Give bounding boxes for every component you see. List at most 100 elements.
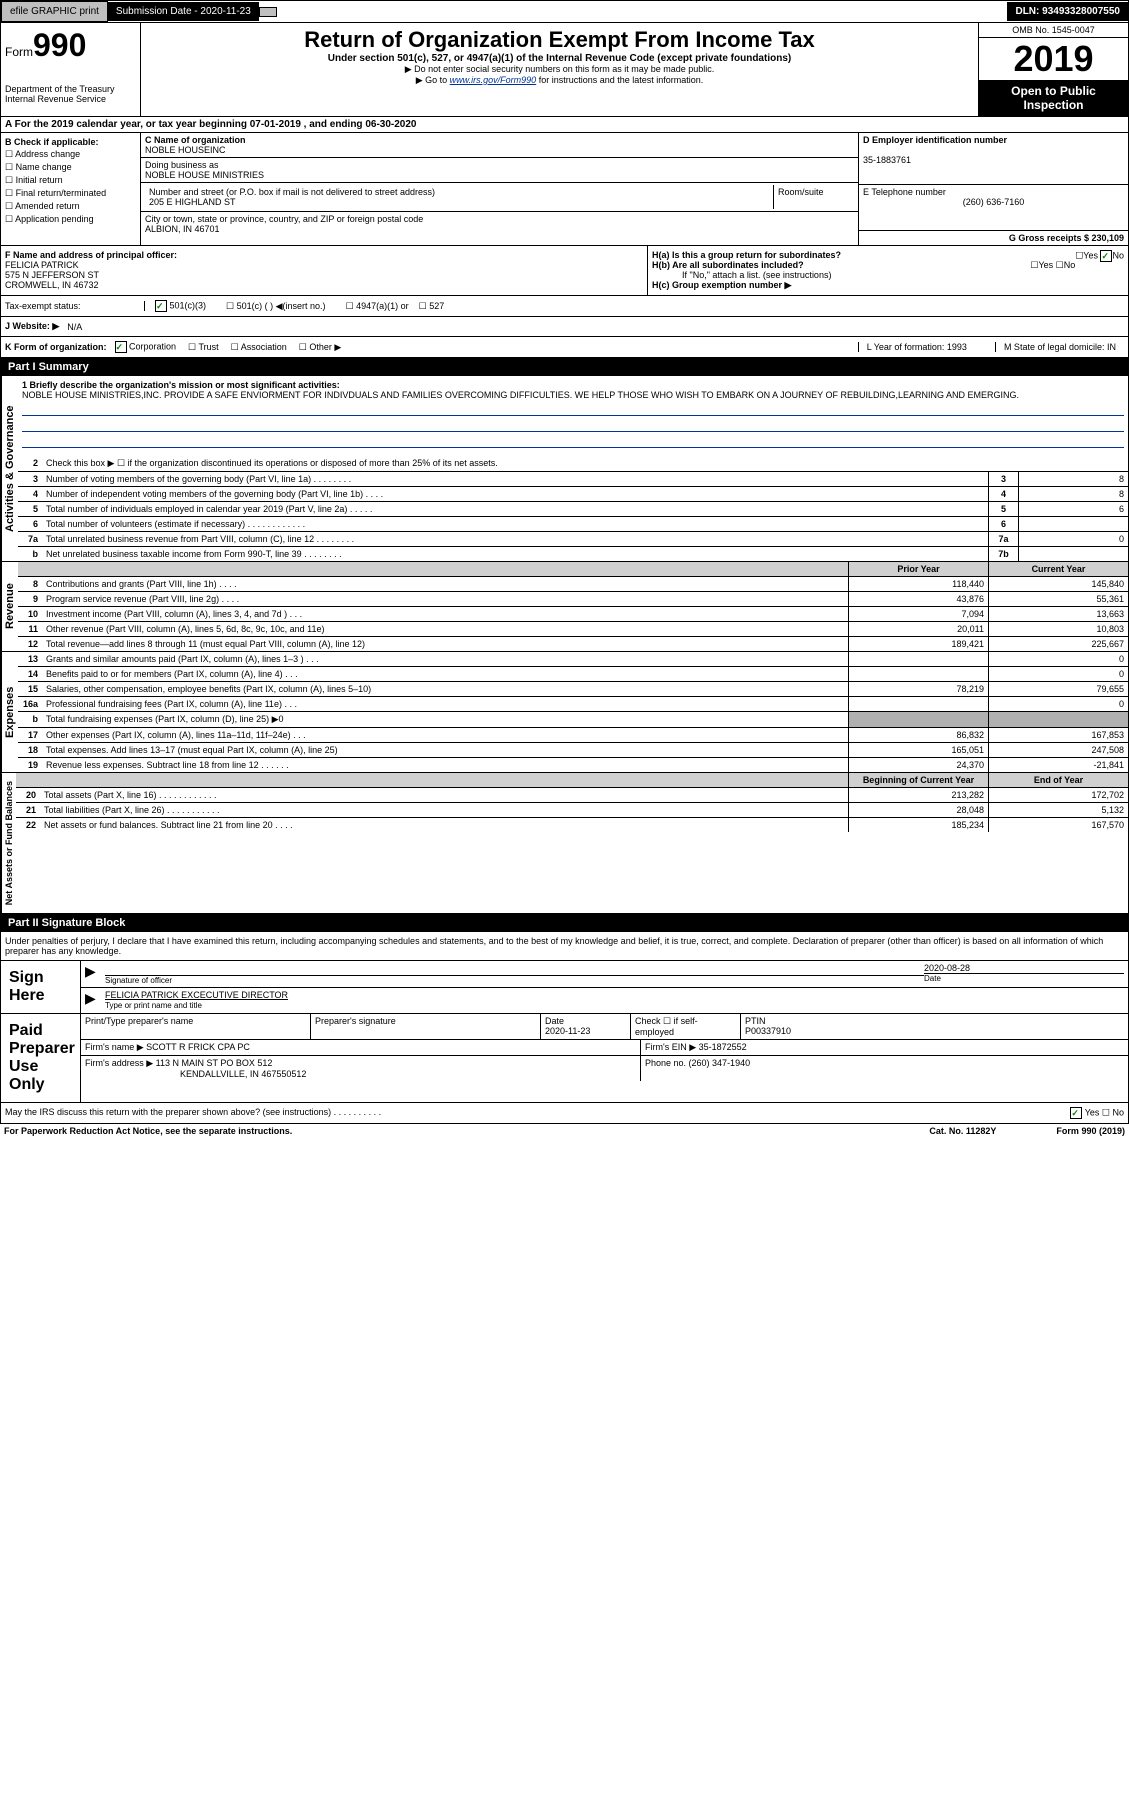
fin-row: 14 Benefits paid to or for members (Part… xyxy=(18,667,1128,682)
officer-addr2: CROMWELL, IN 46732 xyxy=(5,280,99,290)
fin-row: 13 Grants and similar amounts paid (Part… xyxy=(18,652,1128,667)
fin-row: 8 Contributions and grants (Part VIII, l… xyxy=(18,577,1128,592)
current-year-label: Current Year xyxy=(988,562,1128,576)
prep-sig-label: Preparer's signature xyxy=(311,1014,541,1039)
prep-date: 2020-11-23 xyxy=(545,1026,590,1036)
fin-row: 11 Other revenue (Part VIII, column (A),… xyxy=(18,622,1128,637)
firm-addr1: 113 N MAIN ST PO BOX 512 xyxy=(156,1058,273,1068)
fin-row: 17 Other expenses (Part IX, column (A), … xyxy=(18,728,1128,743)
phone-val: (260) 636-7160 xyxy=(863,197,1124,207)
sign-here-label: Sign Here xyxy=(1,961,81,1013)
line2-text: Check this box ▶ ☐ if the organization d… xyxy=(42,456,1128,471)
part1-header: Part I Summary xyxy=(0,358,1129,376)
fin-row: b Total fundraising expenses (Part IX, c… xyxy=(18,712,1128,728)
officer-label: F Name and address of principal officer: xyxy=(5,250,177,260)
fin-row: 15 Salaries, other compensation, employe… xyxy=(18,682,1128,697)
room-label: Room/suite xyxy=(778,187,824,197)
city-val: ALBION, IN 46701 xyxy=(145,224,220,234)
chk-corp[interactable] xyxy=(115,341,127,353)
chk-no[interactable] xyxy=(1100,250,1112,262)
fin-row: 20 Total assets (Part X, line 16) . . . … xyxy=(16,788,1128,803)
ptin-val: P00337910 xyxy=(745,1026,791,1036)
kform-label: K Form of organization: xyxy=(5,342,107,352)
chk-address-change[interactable]: ☐ Address change xyxy=(5,149,136,160)
form-title: Return of Organization Exempt From Incom… xyxy=(145,27,974,53)
phone-label: E Telephone number xyxy=(863,187,946,197)
paperwork-note: For Paperwork Reduction Act Notice, see … xyxy=(4,1126,292,1136)
website-row: J Website: ▶ N/A xyxy=(0,317,1129,337)
briefly-label: 1 Briefly describe the organization's mi… xyxy=(22,380,340,390)
chk-discuss-yes[interactable] xyxy=(1070,1107,1082,1119)
efile-button[interactable]: efile GRAPHIC print xyxy=(1,1,108,22)
chk-501c3[interactable] xyxy=(155,300,167,312)
gov-row: 5Total number of individuals employed in… xyxy=(18,502,1128,517)
prep-name-label: Print/Type preparer's name xyxy=(81,1014,311,1039)
ein-label: D Employer identification number xyxy=(863,135,1007,145)
governance-section: Activities & Governance 1 Briefly descri… xyxy=(0,376,1129,562)
officer-name: FELICIA PATRICK xyxy=(5,260,79,270)
open-public-badge: Open to Public Inspection xyxy=(979,80,1128,116)
fin-row: 18 Total expenses. Add lines 13–17 (must… xyxy=(18,743,1128,758)
street-addr: 205 E HIGHLAND ST xyxy=(149,197,236,207)
fin-row: 22 Net assets or fund balances. Subtract… xyxy=(16,818,1128,832)
discuss-text: May the IRS discuss this return with the… xyxy=(5,1107,381,1119)
form-label: Form xyxy=(5,45,33,59)
officer-print-name: FELICIA PATRICK EXCECUTIVE DIRECTOR xyxy=(105,990,288,1000)
officer-addr1: 575 N JEFFERSON ST xyxy=(5,270,99,280)
chk-final-return[interactable]: ☐ Final return/terminated xyxy=(5,188,136,199)
fin-row: 10 Investment income (Part VIII, column … xyxy=(18,607,1128,622)
vert-revenue: Revenue xyxy=(1,562,18,651)
sub-date-box xyxy=(259,7,277,17)
h-c: H(c) Group exemption number ▶ xyxy=(652,280,1124,291)
dept-label: Department of the Treasury Internal Reve… xyxy=(5,84,136,104)
org-name-label: C Name of organization xyxy=(145,135,246,145)
top-bar: efile GRAPHIC print Submission Date - 20… xyxy=(0,0,1129,23)
dba-label: Doing business as xyxy=(145,160,219,170)
fin-row: 19 Revenue less expenses. Subtract line … xyxy=(18,758,1128,772)
officer-group-row: F Name and address of principal officer:… xyxy=(0,246,1129,296)
part2-header: Part II Signature Block xyxy=(0,914,1129,932)
prior-year-label: Prior Year xyxy=(848,562,988,576)
website-val: N/A xyxy=(59,322,82,332)
form-header: Form990 Department of the Treasury Inter… xyxy=(0,23,1129,117)
discuss-row: May the IRS discuss this return with the… xyxy=(0,1103,1129,1124)
addr-label: Number and street (or P.O. box if mail i… xyxy=(149,187,435,197)
vert-expenses: Expenses xyxy=(1,652,18,772)
vert-governance: Activities & Governance xyxy=(1,376,18,561)
firm-ein: Firm's EIN ▶ 35-1872552 xyxy=(641,1040,1128,1055)
fin-row: 9 Program service revenue (Part VIII, li… xyxy=(18,592,1128,607)
tax-year: 2019 xyxy=(979,38,1128,80)
org-name: NOBLE HOUSEINC xyxy=(145,145,226,155)
tax-status-row: Tax-exempt status: 501(c)(3) ☐ 501(c) ( … xyxy=(0,296,1129,317)
h-b: H(b) Are all subordinates included? ☐Yes… xyxy=(652,260,1124,270)
paid-prep-label: Paid Preparer Use Only xyxy=(1,1014,81,1102)
chk-pending[interactable]: ☐ Application pending xyxy=(5,214,136,225)
end-year-label: End of Year xyxy=(988,773,1128,787)
h-a: H(a) Is this a group return for subordin… xyxy=(652,250,1124,260)
fin-row: 16a Professional fundraising fees (Part … xyxy=(18,697,1128,712)
dba-name: NOBLE HOUSE MINISTRIES xyxy=(145,170,264,180)
firm-name: SCOTT R FRICK CPA PC xyxy=(146,1042,250,1052)
vert-netassets: Net Assets or Fund Balances xyxy=(1,773,16,913)
form-subtitle: Under section 501(c), 527, or 4947(a)(1)… xyxy=(145,53,974,64)
sig-date: 2020-08-28 xyxy=(924,963,970,973)
prep-self-check[interactable]: Check ☐ if self-employed xyxy=(631,1014,741,1039)
tax-status-label: Tax-exempt status: xyxy=(5,301,145,311)
note-1: ▶ Do not enter social security numbers o… xyxy=(145,64,974,75)
begin-year-label: Beginning of Current Year xyxy=(848,773,988,787)
chk-name-change[interactable]: ☐ Name change xyxy=(5,162,136,173)
submission-date: Submission Date - 2020-11-23 xyxy=(108,2,259,21)
chk-initial-return[interactable]: ☐ Initial return xyxy=(5,175,136,186)
state-domicile: M State of legal domicile: IN xyxy=(995,342,1124,352)
h-b-note: If "No," attach a list. (see instruction… xyxy=(652,270,1124,280)
note-2: ▶ Go to www.irs.gov/Form990 for instruct… xyxy=(145,75,974,86)
netassets-section: Net Assets or Fund Balances Beginning of… xyxy=(0,773,1129,914)
website-label: J Website: ▶ xyxy=(5,321,59,332)
sig-officer-label: Signature of officer xyxy=(105,975,924,985)
irs-link[interactable]: www.irs.gov/Form990 xyxy=(450,75,537,85)
firm-phone: Phone no. (260) 347-1940 xyxy=(641,1056,1128,1081)
firm-addr2: KENDALLVILLE, IN 467550512 xyxy=(85,1069,306,1079)
fin-row: 12 Total revenue—add lines 8 through 11 … xyxy=(18,637,1128,651)
chk-amended[interactable]: ☐ Amended return xyxy=(5,201,136,212)
omb-number: OMB No. 1545-0047 xyxy=(979,23,1128,38)
